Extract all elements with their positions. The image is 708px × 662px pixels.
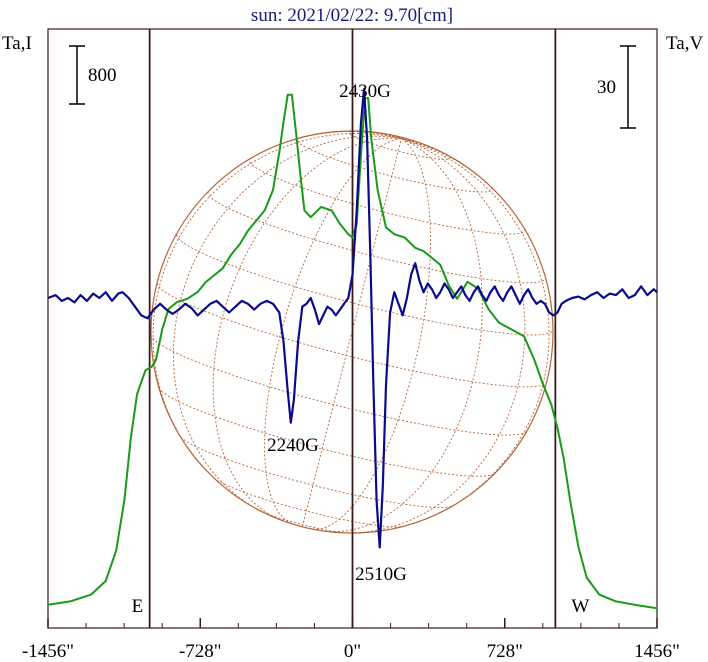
latitude-line bbox=[207, 191, 546, 284]
x-tick-label: -728" bbox=[179, 641, 222, 662]
left-scale-bar-label: 800 bbox=[88, 65, 117, 86]
longitude-line bbox=[312, 138, 431, 530]
annotations: 2430G 2240G 2510G bbox=[267, 81, 407, 585]
left-scale-bar bbox=[69, 45, 85, 105]
longitude-line bbox=[394, 135, 402, 140]
field-annotation: 2430G bbox=[339, 81, 391, 102]
latitude-line bbox=[158, 387, 495, 477]
series-layer bbox=[47, 88, 658, 610]
longitude-line bbox=[401, 138, 409, 140]
field-annotation: 2510G bbox=[355, 564, 407, 585]
x-tick-label: -1456" bbox=[22, 641, 74, 662]
longitude-line bbox=[301, 138, 402, 527]
x-tick-label: 728" bbox=[487, 641, 523, 662]
left-axis-label: Ta,I bbox=[2, 33, 32, 54]
limb-label-E: E bbox=[132, 596, 144, 617]
longitude-line bbox=[322, 138, 483, 533]
series-line-polarization bbox=[47, 88, 658, 549]
series-line-intensity bbox=[47, 93, 658, 610]
longitude-line bbox=[289, 131, 402, 142]
chart-title: sun: 2021/02/22: 9.70[cm] bbox=[251, 5, 453, 26]
longitude-line bbox=[401, 138, 499, 195]
solar-disc-grid bbox=[150, 130, 554, 534]
latitude-line bbox=[150, 334, 528, 436]
field-annotation: 2240G bbox=[267, 435, 319, 456]
x-tick-label: 0" bbox=[344, 641, 361, 662]
latitude-line bbox=[213, 477, 404, 528]
limb-label-W: W bbox=[571, 596, 589, 617]
right-scale-bar-label: 30 bbox=[597, 77, 616, 98]
x-tick-label: 1456" bbox=[634, 641, 680, 662]
longitude-line bbox=[347, 138, 526, 534]
latitude-line bbox=[180, 436, 453, 509]
longitude-line bbox=[212, 137, 402, 522]
x-axis-ticks: -1456" -728" 0" 728" 1456" bbox=[22, 618, 680, 662]
right-axis-label: Ta,V bbox=[666, 33, 703, 54]
longitude-line bbox=[401, 138, 550, 521]
longitude-line bbox=[152, 133, 402, 463]
longitude-line bbox=[172, 135, 402, 511]
right-scale-bar bbox=[620, 45, 636, 129]
